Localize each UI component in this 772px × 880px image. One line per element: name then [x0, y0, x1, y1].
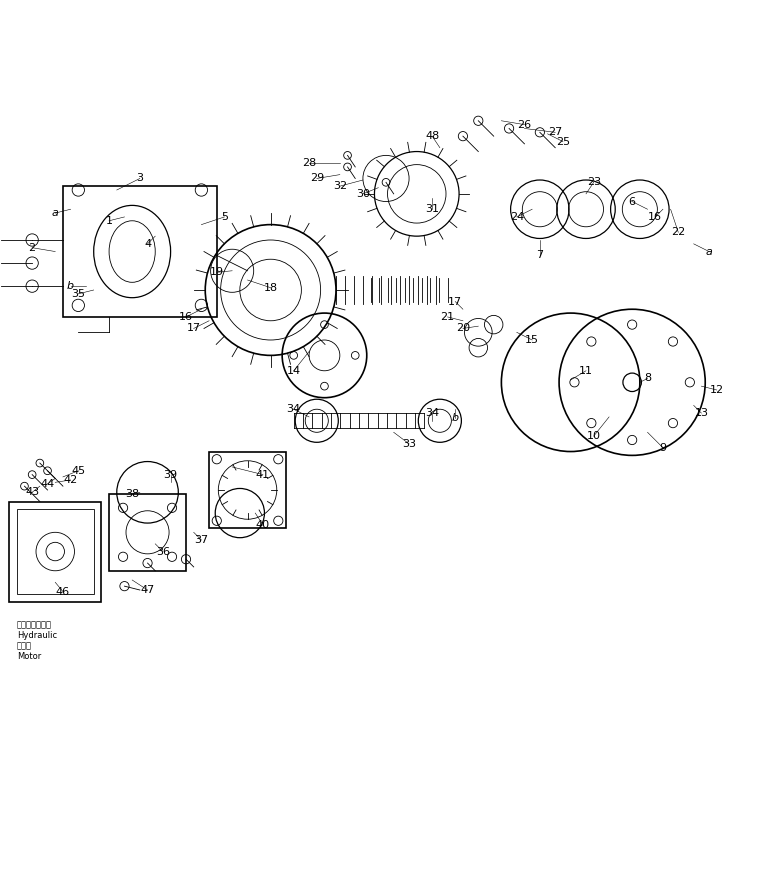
Text: 29: 29	[310, 173, 324, 183]
Text: 21: 21	[441, 312, 455, 322]
Text: 40: 40	[256, 519, 270, 530]
Text: 31: 31	[425, 204, 439, 214]
Text: 28: 28	[302, 158, 317, 168]
Text: a: a	[52, 208, 59, 218]
Text: 7: 7	[537, 251, 543, 260]
Bar	[17, 510, 93, 594]
Text: 37: 37	[195, 535, 208, 545]
Text: 1: 1	[106, 216, 113, 226]
Text: 5: 5	[221, 212, 228, 222]
Text: 9: 9	[659, 443, 666, 452]
Text: 24: 24	[510, 212, 524, 222]
Text: 20: 20	[455, 324, 470, 334]
Text: 36: 36	[156, 546, 170, 556]
Text: 48: 48	[425, 131, 439, 141]
Text: 17: 17	[449, 297, 462, 306]
Text: 4: 4	[144, 238, 151, 249]
Text: 35: 35	[71, 289, 86, 299]
Text: b: b	[452, 414, 459, 423]
Text: 47: 47	[141, 585, 154, 595]
Bar	[63, 187, 217, 317]
Text: 25: 25	[556, 136, 570, 147]
Text: 34: 34	[425, 408, 439, 418]
Text: 11: 11	[579, 366, 593, 376]
Text: 15: 15	[525, 335, 539, 345]
Text: 6: 6	[628, 196, 635, 207]
Text: 41: 41	[256, 470, 270, 480]
Text: 39: 39	[164, 470, 178, 480]
Text: 17: 17	[187, 324, 201, 334]
Bar	[209, 451, 286, 529]
Text: 43: 43	[25, 488, 39, 497]
Text: 45: 45	[71, 466, 86, 476]
Text: 18: 18	[263, 282, 278, 293]
Text: 46: 46	[56, 587, 70, 597]
Text: 14: 14	[286, 366, 301, 376]
Text: 10: 10	[587, 431, 601, 441]
Text: 19: 19	[210, 268, 224, 277]
Text: 2: 2	[29, 243, 36, 253]
Text: 16: 16	[179, 312, 193, 322]
Text: 42: 42	[63, 475, 78, 485]
Text: 30: 30	[356, 189, 370, 199]
Text: 38: 38	[125, 489, 139, 499]
Text: b: b	[67, 281, 74, 291]
Text: 16: 16	[648, 212, 662, 222]
Text: 12: 12	[709, 385, 724, 395]
Text: a: a	[706, 246, 713, 257]
Text: 27: 27	[548, 128, 562, 137]
Text: 26: 26	[517, 120, 532, 129]
Text: 8: 8	[644, 373, 651, 384]
Text: 32: 32	[333, 181, 347, 191]
Text: 13: 13	[694, 408, 709, 418]
Text: 33: 33	[402, 439, 416, 449]
Bar	[9, 502, 101, 602]
Text: ハイドロリック
Hydraulic
モータ
Motor: ハイドロリック Hydraulic モータ Motor	[17, 620, 57, 661]
Text: 22: 22	[671, 227, 686, 238]
Text: 44: 44	[40, 479, 55, 489]
Bar	[109, 494, 186, 571]
Text: 23: 23	[587, 177, 601, 187]
Text: 34: 34	[286, 404, 301, 414]
Text: 3: 3	[137, 173, 144, 183]
